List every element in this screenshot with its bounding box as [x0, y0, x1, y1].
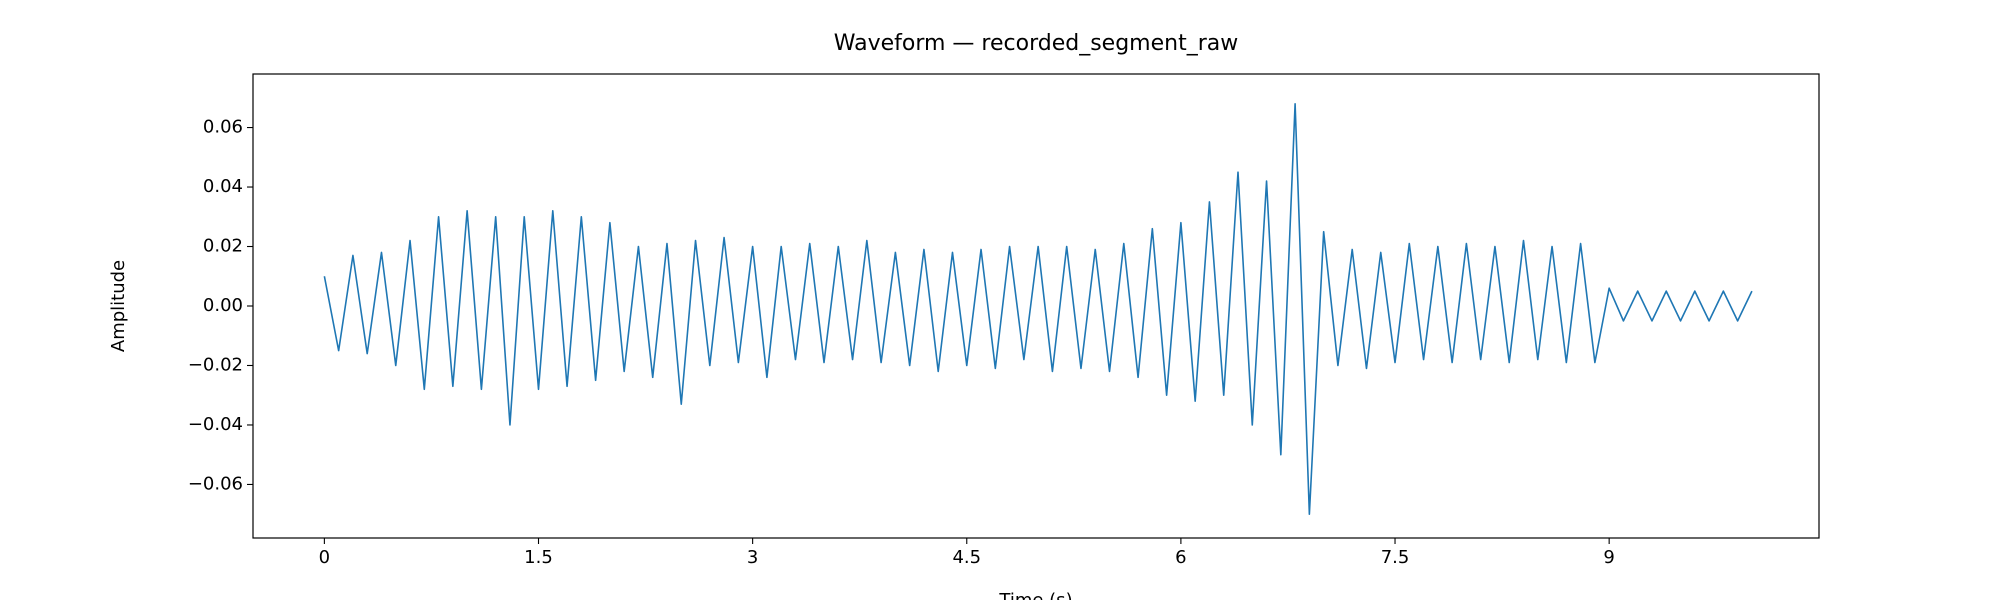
x-tick-label: 6 — [1175, 547, 1186, 568]
waveform-line — [323, 102, 1753, 516]
y-tick-label: 0.00 — [203, 295, 243, 316]
x-axis-label: Time (s) — [998, 590, 1072, 600]
y-tick-label: −0.04 — [188, 414, 243, 435]
y-tick-label: −0.06 — [188, 473, 243, 494]
x-tick-label: 3 — [747, 547, 758, 568]
x-tick-label: 4.5 — [952, 547, 981, 568]
y-axis-label: Amplitude — [108, 260, 129, 352]
x-tick-label: 0 — [319, 547, 330, 568]
x-tick-label: 7.5 — [1381, 547, 1410, 568]
x-tick-label: 1.5 — [524, 547, 553, 568]
y-tick-label: 0.02 — [203, 236, 243, 257]
chart-title: Waveform — recorded_segment_raw — [834, 31, 1238, 56]
x-tick-label: 9 — [1603, 547, 1614, 568]
y-tick-label: −0.02 — [188, 354, 243, 375]
y-tick-label: 0.06 — [203, 117, 243, 138]
y-tick-label: 0.04 — [203, 176, 243, 197]
